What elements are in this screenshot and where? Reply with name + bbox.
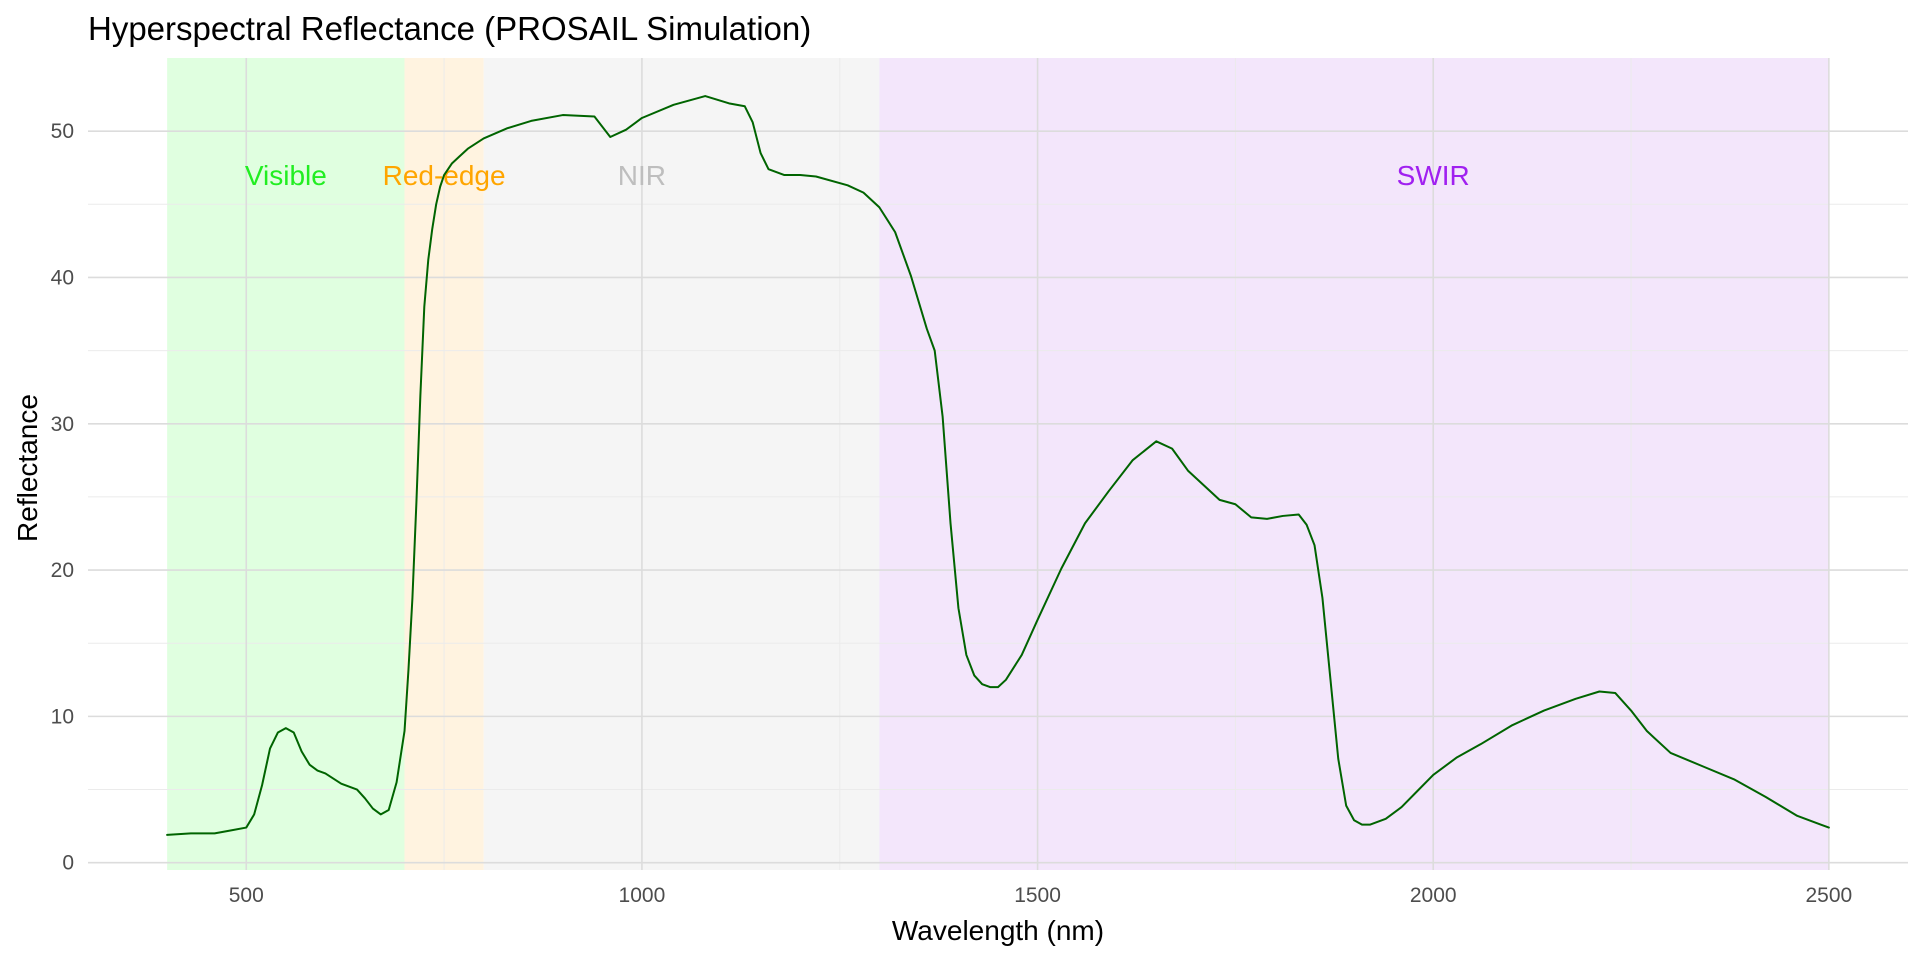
- chart-title: Hyperspectral Reflectance (PROSAIL Simul…: [88, 10, 811, 47]
- y-axis-title: Reflectance: [12, 394, 43, 542]
- region-label-visible: Visible: [245, 160, 327, 191]
- y-tick-label: 20: [51, 559, 74, 582]
- y-axis-ticks: 0 10 20 30 40 50: [51, 120, 74, 875]
- region-label-swir: SWIR: [1397, 160, 1470, 191]
- region-label-nir: NIR: [618, 160, 666, 191]
- x-tick-label: 2000: [1410, 884, 1457, 907]
- region-band-swir: [879, 58, 1829, 870]
- region-band-visible: [167, 58, 405, 870]
- reflectance-line-0: [166, 95, 1830, 836]
- y-tick-label: 50: [51, 120, 74, 143]
- grid-lines: [88, 58, 1908, 870]
- x-axis-title: Wavelength (nm): [892, 915, 1104, 946]
- series-group: [166, 95, 1830, 836]
- region-band-nir: [483, 58, 880, 870]
- x-tick-label: 1500: [1014, 884, 1061, 907]
- x-tick-label: 2500: [1806, 884, 1853, 907]
- y-tick-label: 40: [51, 266, 74, 289]
- y-tick-label: 30: [51, 413, 74, 436]
- y-tick-label: 10: [51, 705, 74, 728]
- y-tick-label: 0: [62, 852, 74, 875]
- x-axis-ticks: 500 1000 1500 2000 2500: [229, 884, 1852, 907]
- x-tick-label: 1000: [619, 884, 666, 907]
- x-tick-label: 500: [229, 884, 264, 907]
